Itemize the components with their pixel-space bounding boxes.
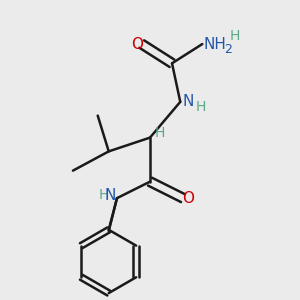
Text: NH: NH [204, 37, 226, 52]
Text: N: N [104, 188, 116, 203]
Text: H: H [154, 127, 164, 140]
Text: N: N [182, 94, 194, 109]
Text: 2: 2 [224, 43, 232, 56]
Text: H: H [230, 29, 240, 43]
Text: O: O [182, 191, 194, 206]
Text: O: O [132, 37, 144, 52]
Text: H: H [98, 188, 109, 203]
Text: H: H [195, 100, 206, 114]
